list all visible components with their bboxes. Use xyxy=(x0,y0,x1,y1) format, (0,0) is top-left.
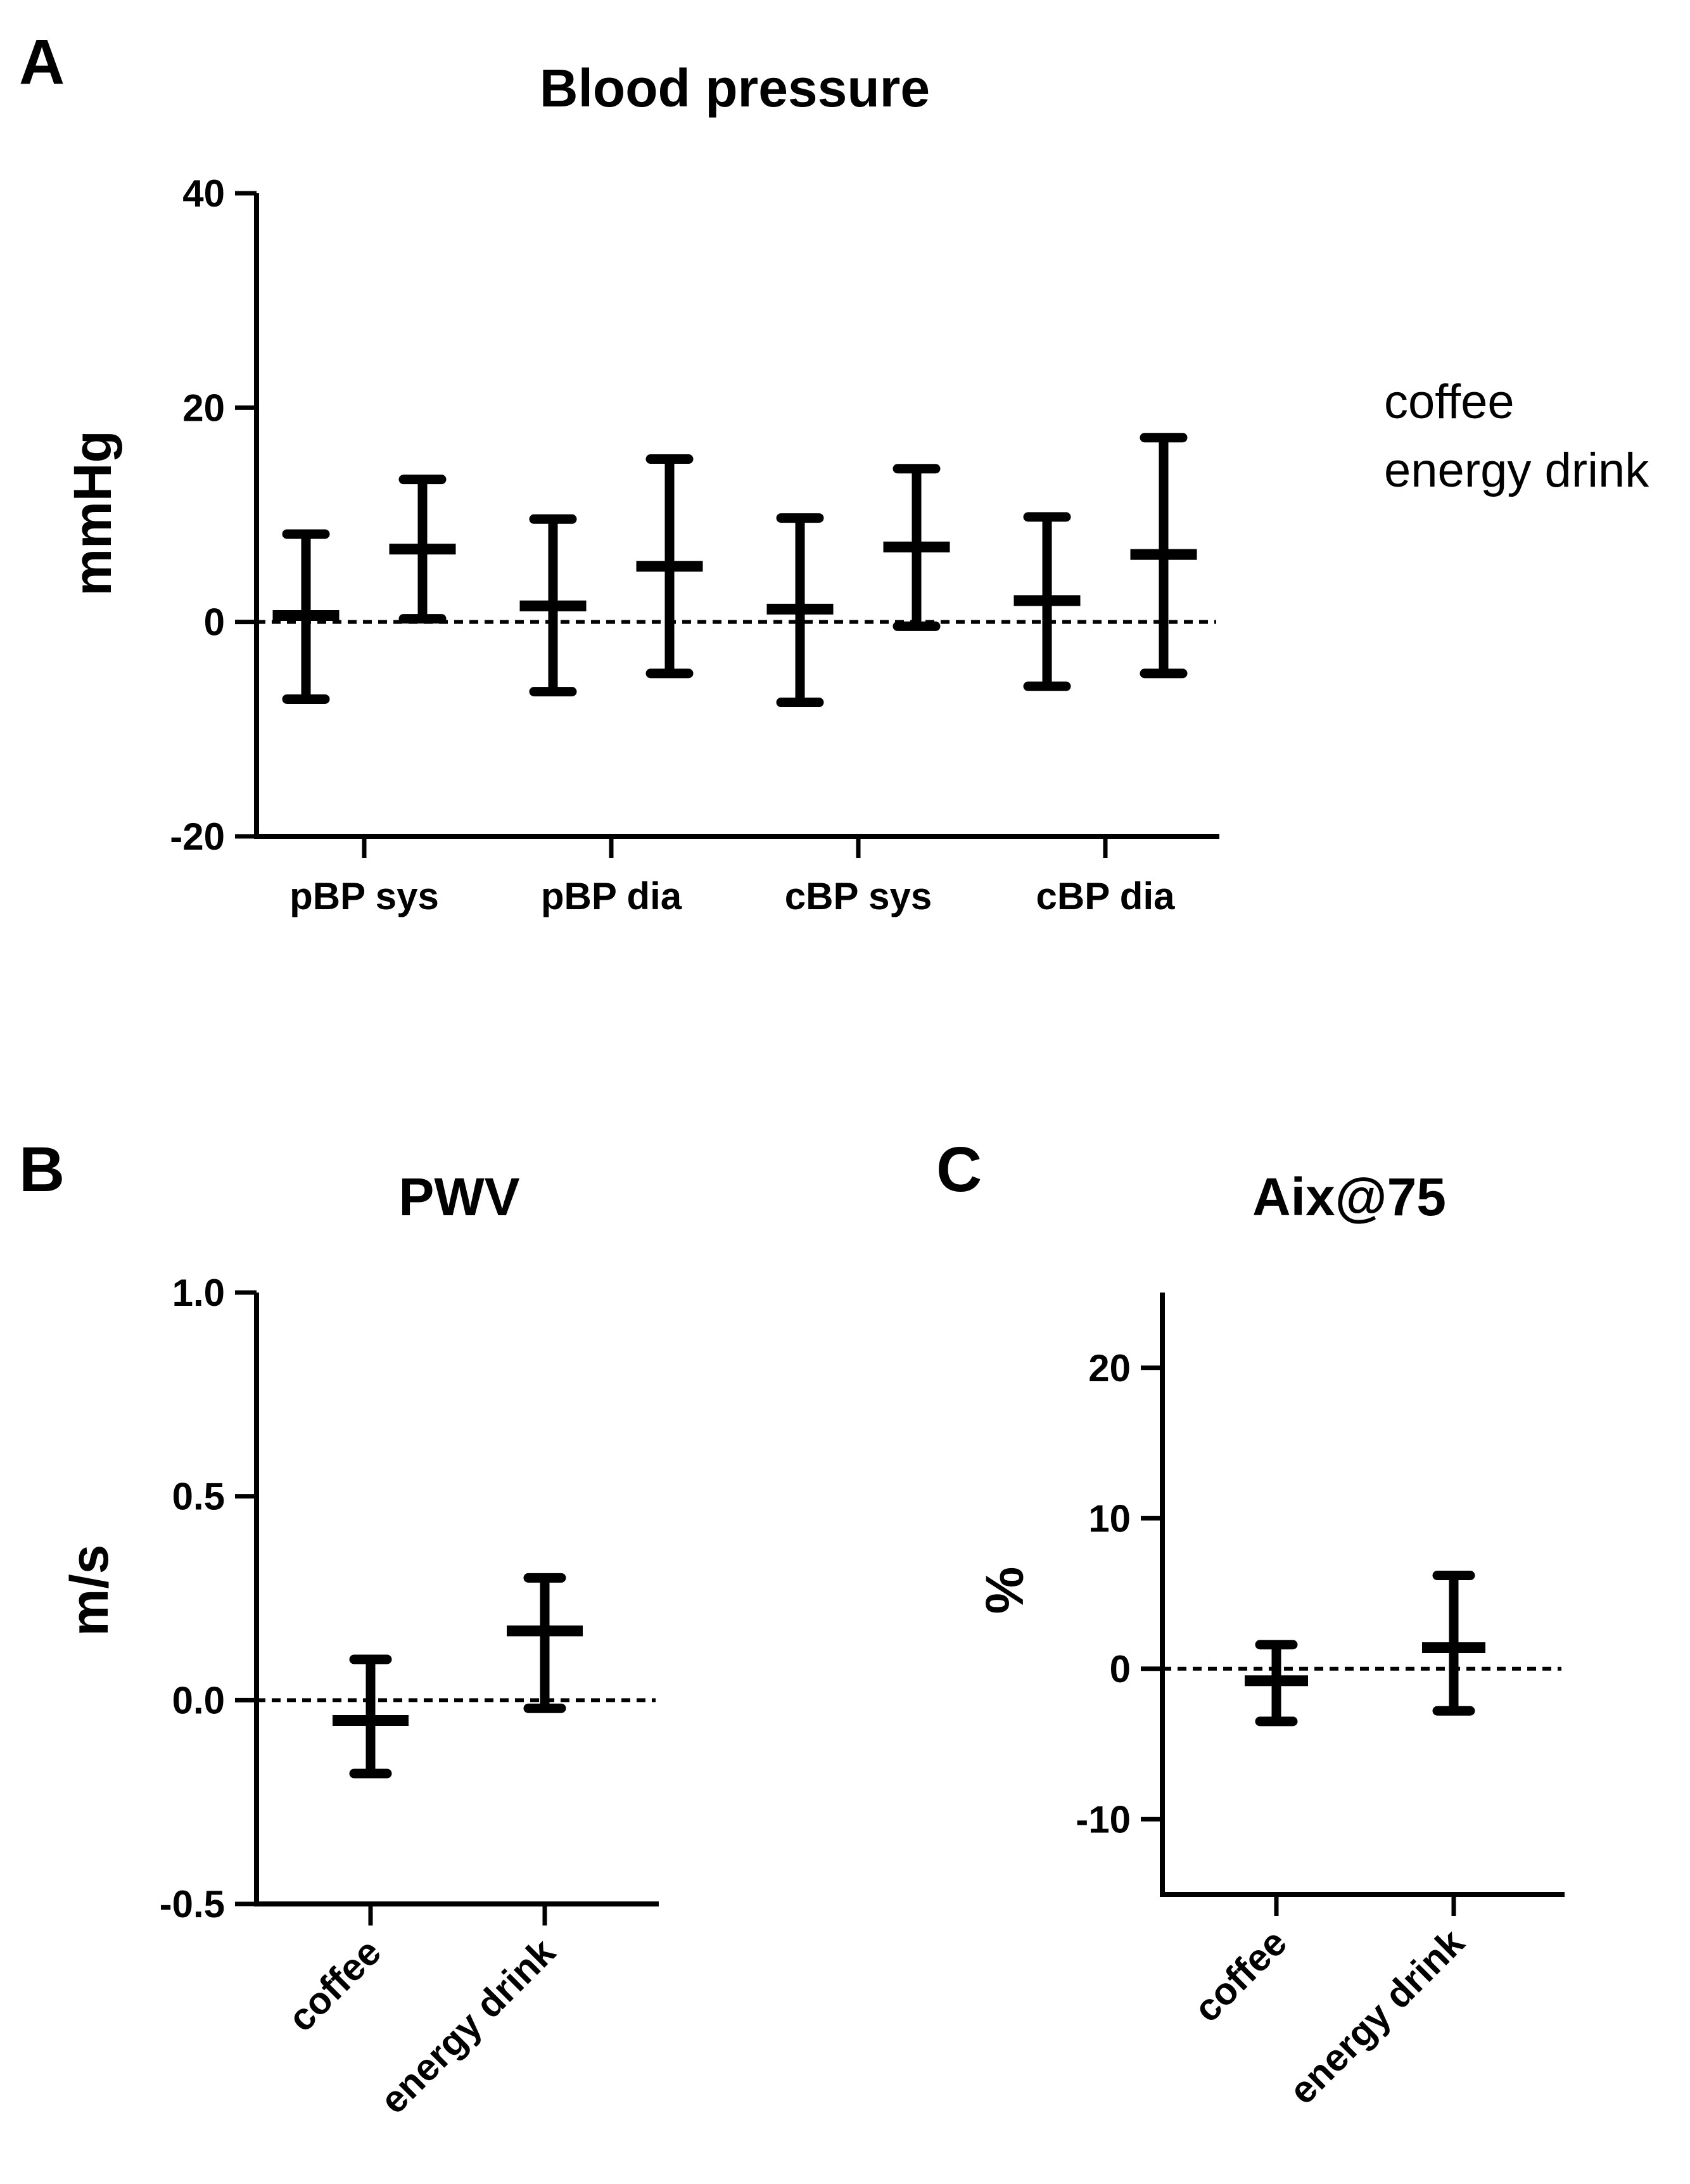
error-bar-a-1-4 xyxy=(1013,512,1081,691)
x-tick-label-b: coffee xyxy=(280,1931,389,2040)
y-tick-label-b: -0.5 xyxy=(160,1883,225,1925)
error-bar-a-1-3 xyxy=(766,513,834,708)
y-tick-label-a: -20 xyxy=(170,815,225,858)
y-tick-label-b: 0.0 xyxy=(172,1679,225,1721)
y-tick-label-a: 0 xyxy=(204,601,225,644)
chart-title-b: PWV xyxy=(398,1167,519,1227)
error-bar-a-2-3 xyxy=(883,464,950,631)
legend-entry-coffee: coffee xyxy=(1384,375,1515,429)
y-tick-label-c: -10 xyxy=(1076,1798,1131,1841)
error-bar-a-2-4 xyxy=(1130,433,1197,679)
panel-a: A Blood pressure mmHg -20 0 20 40 pBP sys pBP… xyxy=(19,27,1219,917)
error-bar-a-2-1 xyxy=(389,475,456,624)
panel-letter-c: C xyxy=(936,1134,982,1205)
error-bar-c-1-1 xyxy=(1245,1640,1308,1727)
x-tick-label-a: pBP dia xyxy=(541,875,682,917)
y-tick-label-c: 0 xyxy=(1110,1648,1131,1690)
error-bar-a-1-1 xyxy=(272,529,340,704)
x-tick-label-c: coffee xyxy=(1186,1921,1295,2030)
error-bar-b-1-1 xyxy=(333,1654,409,1778)
x-tick-label-a: cBP dia xyxy=(1036,875,1176,917)
y-axis-label-b: m/s xyxy=(60,1545,119,1637)
error-bar-c-1-2 xyxy=(1422,1571,1485,1716)
x-tick-label-b: energy drink xyxy=(372,1930,563,2121)
legend: coffee energy drink xyxy=(1384,375,1649,497)
panel-letter-a: A xyxy=(19,27,65,98)
error-bar-a-1-2 xyxy=(519,514,587,697)
chart-title-c: Aix@75 xyxy=(1252,1167,1446,1227)
error-bar-b-1-2 xyxy=(507,1573,583,1713)
error-bar-a-2-2 xyxy=(636,454,703,679)
y-tick-label-c: 10 xyxy=(1088,1497,1131,1540)
y-axis-label-a: mmHg xyxy=(63,430,122,596)
x-tick-label-c: energy drink xyxy=(1281,1920,1472,2112)
x-tick-label-a: cBP sys xyxy=(785,875,932,917)
y-tick-label-c: 20 xyxy=(1088,1347,1131,1389)
y-tick-label-a: 40 xyxy=(182,172,225,215)
y-axis-label-c: % xyxy=(975,1567,1034,1614)
panel-letter-b: B xyxy=(19,1134,65,1205)
y-tick-label-b: 1.0 xyxy=(172,1272,225,1314)
plot-area-a: -20 0 20 40 pBP sys pBP dia cBP sys cBP dia xyxy=(170,172,1219,917)
x-tick-label-a: pBP sys xyxy=(289,875,439,917)
chart-title-a: Blood pressure xyxy=(540,58,930,118)
y-tick-label-b: 0.5 xyxy=(172,1476,225,1518)
y-tick-label-a: 20 xyxy=(182,386,225,429)
legend-entry-energy-drink: energy drink xyxy=(1384,444,1649,497)
